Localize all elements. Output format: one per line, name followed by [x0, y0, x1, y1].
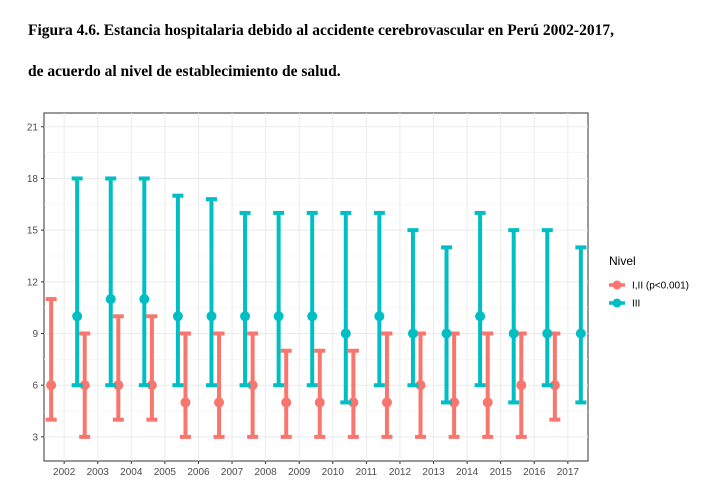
errorbar-point [449, 397, 460, 408]
legend-key-point [612, 280, 622, 290]
legend-key-point [612, 298, 622, 308]
errorbar-point [381, 397, 392, 408]
x-tick-label: 2006 [187, 467, 210, 478]
axis-layer: 3 6 9 12 15 18 21 2002 2003 2004 2005 2006 2007 2008 2… [27, 122, 580, 478]
errorbar-point [113, 380, 124, 391]
errorbar-point [240, 311, 251, 322]
errorbar-point [46, 380, 57, 391]
errorbar-point [281, 397, 292, 408]
x-tick-label: 2015 [490, 467, 513, 478]
figure-title-line-1: Figura 4.6. Estancia hospitalaria debido… [28, 22, 614, 39]
marks-layer [45, 176, 587, 439]
errorbar-point [206, 311, 217, 322]
errorbar-point [172, 311, 183, 322]
x-tick-label: 2007 [221, 467, 244, 478]
errorbar-point [549, 380, 560, 391]
errorbar-point [273, 311, 284, 322]
legend-title: Nivel [609, 254, 636, 268]
y-tick-label: 3 [32, 432, 38, 443]
series-group-III [71, 176, 587, 405]
errorbar-point [340, 328, 351, 339]
errorbar-point [314, 397, 325, 408]
x-tick-label: 2008 [255, 467, 278, 478]
x-tick-label: 2003 [87, 467, 110, 478]
errorbar-point [146, 380, 157, 391]
x-tick-label: 2005 [154, 467, 177, 478]
x-tick-label: 2014 [456, 467, 479, 478]
y-tick-label: 9 [32, 329, 38, 340]
errorbar-point [214, 397, 225, 408]
y-tick-label: 12 [27, 277, 39, 288]
y-tick-label: 6 [32, 381, 38, 392]
y-tick-label: 15 [27, 226, 39, 237]
x-tick-label: 2004 [120, 467, 143, 478]
x-tick-label: 2016 [523, 467, 546, 478]
x-tick-label: 2010 [322, 467, 345, 478]
errorbar-point [475, 311, 486, 322]
errorbar-point [374, 311, 385, 322]
y-tick-label: 21 [27, 122, 39, 133]
errorbar-point [441, 328, 452, 339]
legend-label: I,II (p<0.001) [632, 281, 689, 292]
figure-title-line-2: de acuerdo al nivel de establecimiento d… [28, 63, 341, 80]
errorbar-point [180, 397, 191, 408]
y-tick-label: 18 [27, 174, 39, 185]
errorbar-point [482, 397, 493, 408]
errorbar-point [139, 294, 150, 305]
errorbar-point [415, 380, 426, 391]
x-tick-label: 2011 [356, 467, 378, 478]
x-tick-label: 2012 [389, 467, 412, 478]
errorbar-point [542, 328, 553, 339]
errorbar-point [516, 380, 527, 391]
errorbar-point [348, 397, 359, 408]
x-tick-label: 2017 [557, 467, 580, 478]
legend-label: III [632, 299, 640, 310]
series-group-I-II [45, 297, 561, 439]
errorbar-point [72, 311, 83, 322]
errorbar-point [247, 380, 258, 391]
x-tick-label: 2013 [422, 467, 445, 478]
errorbar-point [105, 294, 116, 305]
errorbar-point [508, 328, 519, 339]
legend: Nivel I,II (p<0.001) III [609, 254, 689, 310]
x-tick-label: 2009 [288, 467, 311, 478]
plot-panel [43, 112, 589, 462]
errorbar-point [79, 380, 90, 391]
errorbar-point [575, 328, 586, 339]
x-tick-label: 2002 [53, 467, 76, 478]
errorbar-point [307, 311, 318, 322]
errorbar-point [407, 328, 418, 339]
grid-layer [44, 113, 588, 461]
